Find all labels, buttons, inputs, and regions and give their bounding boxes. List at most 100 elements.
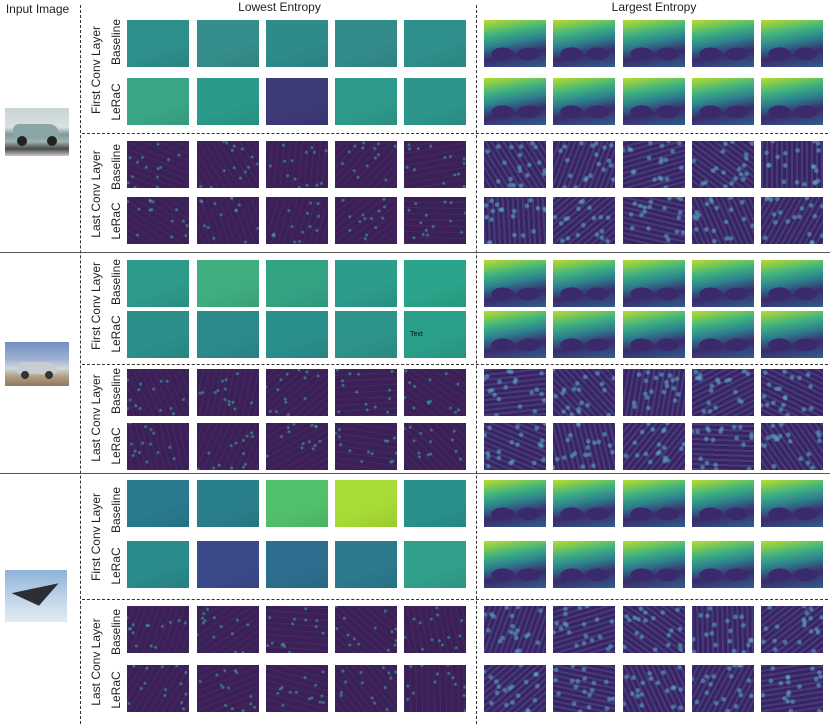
feature-map-tile-low <box>197 606 259 653</box>
feature-map-tile-high <box>553 78 615 125</box>
feature-map-tile-high <box>484 78 546 125</box>
feature-map-tile-high <box>692 369 754 416</box>
feature-map-tile-low <box>266 141 328 188</box>
feature-map-tile-low <box>335 197 397 244</box>
feature-map-tile-low <box>197 541 259 588</box>
feature-map-tile-high <box>484 197 546 244</box>
feature-map-tile-low <box>197 78 259 125</box>
feature-map-tile-high <box>692 197 754 244</box>
feature-map-tile-high <box>553 197 615 244</box>
feature-map-tile-low <box>127 260 189 307</box>
feature-map-tile-low <box>127 369 189 416</box>
feature-map-tile-high <box>553 141 615 188</box>
label-first-conv-1: First Conv Layer <box>89 25 103 115</box>
label-last-conv-2: Last Conv Layer <box>89 374 103 462</box>
feature-map-tile-low <box>335 78 397 125</box>
feature-map-tile-low <box>266 665 328 712</box>
dash-separator-1 <box>82 133 828 134</box>
input-thumbnail-stealth-bomber <box>5 570 67 622</box>
vertical-divider-left <box>80 5 81 724</box>
feature-map-tile-high <box>484 665 546 712</box>
label-baseline: Baseline <box>109 367 123 415</box>
label-lerac: LeRaC <box>109 83 123 121</box>
feature-map-tile-high <box>692 541 754 588</box>
feature-map-tile-low <box>266 423 328 470</box>
feature-map-tile-low <box>266 541 328 588</box>
feature-map-tile-low <box>197 20 259 67</box>
feature-map-tile-high <box>761 369 823 416</box>
feature-map-tile-low <box>197 665 259 712</box>
feature-map-tile-low <box>127 541 189 588</box>
feature-map-tile-high <box>553 260 615 307</box>
feature-map-tile-high <box>692 480 754 527</box>
label-baseline: Baseline <box>109 143 123 191</box>
feature-map-tile-low <box>335 665 397 712</box>
feature-map-tile-high <box>761 20 823 67</box>
feature-map-tile-low <box>127 423 189 470</box>
feature-map-tile-low <box>404 260 466 307</box>
feature-map-tile-low <box>404 665 466 712</box>
dash-separator-3 <box>82 599 828 600</box>
label-lerac: LeRaC <box>109 202 123 240</box>
feature-map-tile-low <box>404 311 466 358</box>
feature-map-tile-low <box>266 369 328 416</box>
feature-map-tile-low <box>404 606 466 653</box>
feature-map-tile-low <box>404 541 466 588</box>
label-baseline: Baseline <box>109 18 123 66</box>
label-baseline: Baseline <box>109 258 123 306</box>
solid-separator-2 <box>0 473 830 474</box>
feature-map-tile-high <box>553 423 615 470</box>
feature-map-tile-high <box>692 665 754 712</box>
feature-map-tile-high <box>484 480 546 527</box>
feature-map-tile-low <box>127 311 189 358</box>
label-first-conv-3: First Conv Layer <box>89 492 103 582</box>
feature-map-tile-high <box>761 606 823 653</box>
feature-map-tile-low <box>197 197 259 244</box>
feature-map-tile-high <box>761 141 823 188</box>
feature-map-tile-high <box>553 541 615 588</box>
feature-map-tile-high <box>761 260 823 307</box>
feature-map-tile-low <box>404 480 466 527</box>
feature-map-tile-low <box>404 141 466 188</box>
feature-map-tile-high <box>692 20 754 67</box>
feature-map-tile-high <box>761 480 823 527</box>
feature-map-tile-high <box>484 541 546 588</box>
label-baseline: Baseline <box>109 486 123 534</box>
feature-map-tile-high <box>553 665 615 712</box>
feature-map-tile-low <box>335 141 397 188</box>
feature-map-tile-low <box>127 20 189 67</box>
feature-map-tile-high <box>484 369 546 416</box>
solid-separator-1 <box>0 252 830 253</box>
feature-map-tile-low <box>197 480 259 527</box>
feature-map-tile-high <box>692 78 754 125</box>
stray-text-annotation: Text <box>410 331 423 338</box>
feature-map-tile-low <box>335 606 397 653</box>
feature-map-tile-low <box>266 311 328 358</box>
feature-map-tile-high <box>623 311 685 358</box>
feature-map-tile-high <box>623 78 685 125</box>
feature-map-tile-low <box>335 260 397 307</box>
feature-map-tile-high <box>484 260 546 307</box>
feature-map-tile-high <box>623 665 685 712</box>
label-lerac: LeRaC <box>109 671 123 709</box>
feature-map-tile-low <box>127 197 189 244</box>
feature-map-tile-high <box>484 423 546 470</box>
label-lerac: LeRaC <box>109 427 123 465</box>
feature-map-tile-low <box>335 423 397 470</box>
feature-map-tile-high <box>623 606 685 653</box>
label-lerac: LeRaC <box>109 547 123 585</box>
feature-map-tile-low <box>335 480 397 527</box>
feature-map-tile-low <box>266 606 328 653</box>
feature-map-tile-high <box>484 141 546 188</box>
label-last-conv-1: Last Conv Layer <box>89 150 103 238</box>
feature-map-tile-high <box>623 260 685 307</box>
feature-map-tile-high <box>761 541 823 588</box>
feature-map-tile-high <box>553 311 615 358</box>
feature-map-tile-low <box>335 20 397 67</box>
label-last-conv-3: Last Conv Layer <box>89 618 103 706</box>
feature-map-tile-low <box>127 606 189 653</box>
feature-map-tile-high <box>553 369 615 416</box>
feature-map-tile-low <box>127 480 189 527</box>
feature-map-tile-high <box>553 480 615 527</box>
feature-map-tile-high <box>692 423 754 470</box>
